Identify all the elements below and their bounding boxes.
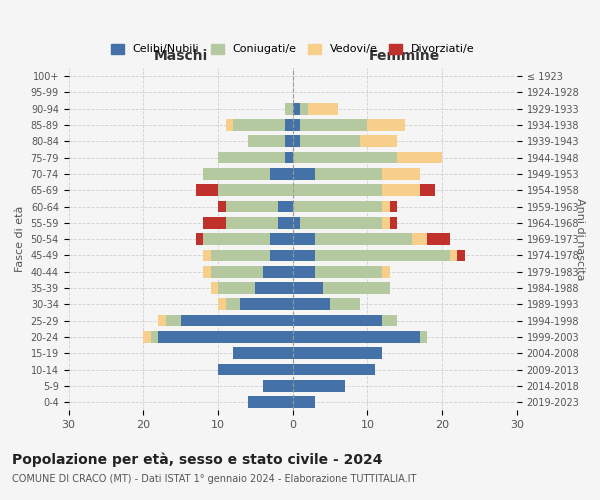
Bar (218, 200, 226, 212)
Legend: Celibi/Nubili, Coniugati/e, Vedovi/e, Divorziati/e: Celibi/Nubili, Coniugati/e, Vedovi/e, Di… (106, 40, 479, 59)
Bar (226, 217, 278, 228)
Bar (285, 103, 293, 115)
Bar (330, 298, 360, 310)
Bar (293, 217, 300, 228)
Bar (300, 217, 382, 228)
Bar (323, 282, 390, 294)
Y-axis label: Fasce di età: Fasce di età (15, 206, 25, 272)
Bar (248, 396, 293, 408)
Bar (248, 136, 285, 147)
Bar (218, 282, 256, 294)
Bar (382, 315, 397, 326)
Bar (233, 119, 285, 131)
Bar (382, 217, 390, 228)
Bar (367, 119, 405, 131)
Bar (151, 331, 158, 343)
Bar (293, 331, 420, 343)
Bar (271, 233, 293, 245)
Bar (457, 250, 464, 262)
Bar (300, 119, 367, 131)
Bar (181, 315, 293, 326)
Bar (203, 217, 226, 228)
Bar (382, 200, 390, 212)
Bar (382, 184, 420, 196)
Bar (293, 152, 397, 164)
Bar (211, 250, 271, 262)
Bar (218, 298, 226, 310)
Bar (285, 152, 293, 164)
Bar (263, 380, 293, 392)
Bar (293, 298, 330, 310)
Bar (203, 266, 211, 278)
Bar (218, 184, 293, 196)
Bar (241, 298, 293, 310)
Bar (196, 233, 203, 245)
Bar (218, 364, 293, 376)
Bar (293, 119, 300, 131)
Bar (293, 396, 315, 408)
Bar (211, 282, 218, 294)
Bar (293, 233, 315, 245)
Bar (315, 233, 412, 245)
Text: Femmine: Femmine (369, 49, 440, 63)
Text: COMUNE DI CRACO (MT) - Dati ISTAT 1° gennaio 2024 - Elaborazione TUTTITALIA.IT: COMUNE DI CRACO (MT) - Dati ISTAT 1° gen… (12, 474, 416, 484)
Bar (285, 119, 293, 131)
Bar (196, 184, 218, 196)
Bar (211, 266, 263, 278)
Bar (226, 119, 233, 131)
Bar (203, 168, 271, 180)
Bar (158, 315, 166, 326)
Bar (293, 380, 345, 392)
Bar (412, 233, 427, 245)
Bar (300, 103, 308, 115)
Y-axis label: Anni di nascita: Anni di nascita (575, 198, 585, 280)
Bar (315, 266, 382, 278)
Bar (293, 168, 315, 180)
Bar (420, 184, 434, 196)
Bar (218, 152, 285, 164)
Bar (360, 136, 397, 147)
Bar (278, 217, 293, 228)
Bar (256, 282, 293, 294)
Bar (293, 136, 300, 147)
Bar (271, 168, 293, 180)
Bar (233, 348, 293, 359)
Bar (293, 200, 382, 212)
Bar (226, 200, 278, 212)
Bar (293, 184, 382, 196)
Text: Maschi: Maschi (154, 49, 208, 63)
Bar (293, 348, 382, 359)
Bar (390, 217, 397, 228)
Bar (449, 250, 457, 262)
Bar (300, 136, 360, 147)
Bar (382, 168, 420, 180)
Bar (293, 250, 315, 262)
Bar (285, 136, 293, 147)
Bar (203, 250, 211, 262)
Text: Popolazione per età, sesso e stato civile - 2024: Popolazione per età, sesso e stato civil… (12, 452, 383, 467)
Bar (315, 168, 382, 180)
Bar (390, 200, 397, 212)
Bar (143, 331, 151, 343)
Bar (263, 266, 293, 278)
Bar (397, 152, 442, 164)
Bar (166, 315, 181, 326)
Bar (203, 233, 271, 245)
Bar (308, 103, 338, 115)
Bar (271, 250, 293, 262)
Bar (278, 200, 293, 212)
Bar (315, 250, 449, 262)
Bar (293, 364, 375, 376)
Bar (427, 233, 449, 245)
Bar (293, 282, 323, 294)
Bar (293, 315, 382, 326)
Bar (420, 331, 427, 343)
Bar (293, 103, 300, 115)
Bar (293, 266, 315, 278)
Bar (382, 266, 390, 278)
Bar (158, 331, 293, 343)
Bar (226, 298, 241, 310)
